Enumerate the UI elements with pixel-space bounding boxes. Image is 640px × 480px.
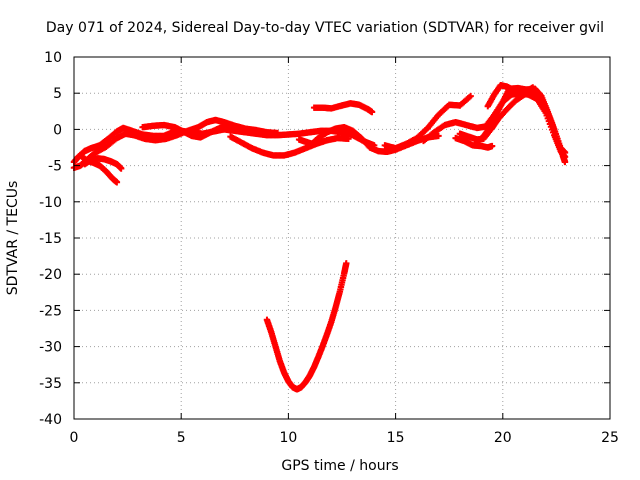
x-tick-label: 20: [494, 430, 512, 446]
grid: [74, 57, 610, 419]
chart-title: Day 071 of 2024, Sidereal Day-to-day VTE…: [46, 20, 604, 36]
y-axis-label: SDTVAR / TECUs: [5, 181, 21, 296]
data-point: [435, 132, 442, 140]
data-point: [368, 108, 376, 116]
y-tick-label: -40: [39, 412, 62, 428]
series-arc-13: [452, 134, 496, 151]
x-axis-label: GPS time / hours: [281, 458, 398, 474]
y-tick-label: -30: [39, 340, 62, 356]
series-arc-5: [139, 121, 234, 141]
y-tick-label: -25: [39, 303, 62, 319]
y-tick-label: -20: [39, 267, 62, 283]
data-point: [274, 129, 281, 137]
x-tick-label: 0: [70, 430, 79, 446]
y-tick-label: -15: [39, 231, 62, 247]
data-point: [529, 84, 537, 91]
data-point: [467, 92, 474, 100]
series-arc-6: [227, 133, 352, 159]
data-point: [113, 179, 121, 186]
y-tick-label: -35: [39, 376, 62, 392]
data-point: [227, 123, 234, 130]
data-point: [561, 158, 569, 166]
series-arc-8: [310, 100, 376, 116]
x-tick-label: 25: [601, 430, 619, 446]
x-tick-label: 15: [387, 430, 405, 446]
data-point: [343, 260, 350, 267]
y-tick-label: 5: [53, 86, 62, 102]
series-arc-15: [484, 82, 537, 110]
data-point: [345, 135, 352, 143]
y-tick-label: -10: [39, 195, 62, 211]
y-tick-label: 10: [44, 50, 62, 66]
x-tick-label: 5: [177, 430, 186, 446]
x-tick-label: 10: [279, 430, 297, 446]
y-tick-label: -5: [48, 159, 62, 175]
series-arc-9: [263, 260, 350, 393]
series-arc-4: [81, 155, 125, 172]
series-arc-2: [70, 116, 281, 171]
y-tick-label: 0: [53, 122, 62, 138]
data-point: [117, 165, 125, 172]
data-point: [561, 149, 569, 156]
series-arc-10: [381, 92, 474, 152]
axes: 0 5 10 15 20 25 -40 -35 -30 -25 -20 -15 -10 -5 0 5 10: [39, 50, 619, 446]
data-layer: [70, 82, 569, 393]
data-point: [488, 142, 496, 150]
